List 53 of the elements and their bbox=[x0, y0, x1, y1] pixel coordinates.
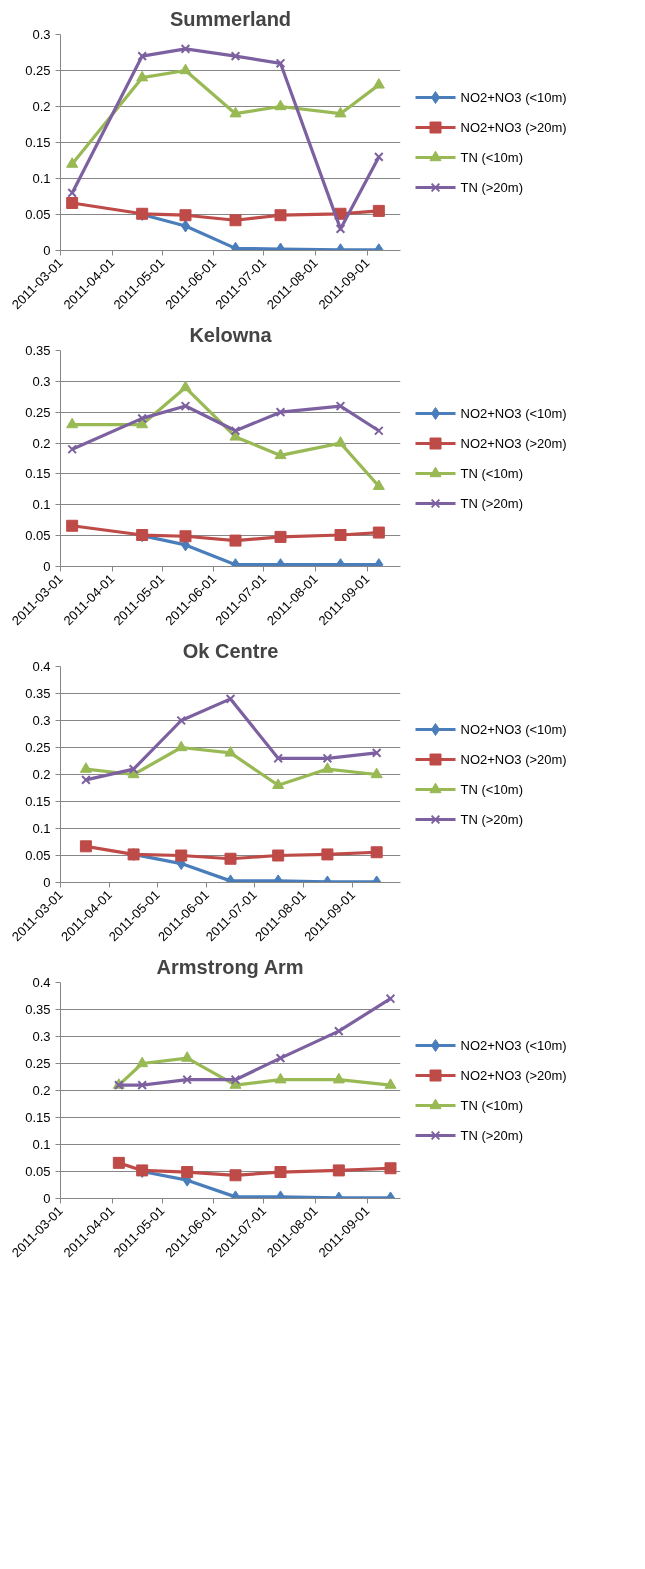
y-tick-label: 0.3 bbox=[32, 1029, 51, 1044]
legend-label: TN (>20m) bbox=[460, 180, 523, 195]
y-tick-label: 0.25 bbox=[25, 1056, 51, 1071]
y-tick-label: 0.4 bbox=[32, 975, 51, 990]
y-tick-label: 0.1 bbox=[32, 497, 51, 513]
y-tick-label: 0.1 bbox=[32, 1137, 51, 1152]
chart-title: Armstrong Arm bbox=[156, 955, 304, 978]
legend-label: NO2+NO3 (<10m) bbox=[460, 1038, 567, 1053]
y-tick-label: 0.25 bbox=[25, 404, 51, 420]
y-tick-label: 0.05 bbox=[25, 207, 51, 222]
legend-label: TN (>20m) bbox=[460, 1128, 523, 1143]
y-tick-label: 0.2 bbox=[32, 99, 51, 114]
chart-title: Kelowna bbox=[189, 323, 273, 346]
y-tick-label: 0.3 bbox=[32, 373, 51, 389]
legend-label: TN (<10m) bbox=[460, 782, 523, 797]
legend-label: NO2+NO3 (>20m) bbox=[460, 1068, 567, 1083]
legend-label: NO2+NO3 (<10m) bbox=[460, 722, 567, 737]
legend-label: TN (>20m) bbox=[460, 812, 523, 827]
legend-label: NO2+NO3 (<10m) bbox=[460, 406, 567, 421]
y-tick-label: 0.25 bbox=[25, 740, 51, 755]
y-tick-label: 0.05 bbox=[25, 1164, 51, 1179]
y-tick-label: 0 bbox=[43, 243, 51, 258]
y-tick-label: 0.25 bbox=[25, 63, 51, 78]
y-tick-label: 0.05 bbox=[25, 528, 51, 544]
y-tick-label: 0.3 bbox=[32, 713, 51, 728]
chart-title: Ok Centre bbox=[182, 639, 279, 662]
legend-label: TN (<10m) bbox=[460, 150, 523, 165]
y-tick-label: 0 bbox=[43, 1191, 51, 1206]
y-tick-label: 0 bbox=[43, 875, 51, 890]
y-tick-label: 0.05 bbox=[25, 848, 51, 863]
y-tick-label: 0.35 bbox=[25, 343, 51, 358]
y-tick-label: 0.2 bbox=[32, 435, 51, 451]
y-tick-label: 0.35 bbox=[25, 1002, 51, 1017]
legend-label: NO2+NO3 (<10m) bbox=[460, 90, 567, 105]
y-tick-label: 0 bbox=[43, 559, 51, 574]
chart-title: Summerland bbox=[169, 7, 292, 30]
y-tick-label: 0.3 bbox=[32, 27, 51, 42]
y-tick-label: 0.15 bbox=[25, 135, 51, 150]
y-tick-label: 0.4 bbox=[32, 659, 51, 674]
y-tick-label: 0.15 bbox=[25, 794, 51, 809]
legend-label: NO2+NO3 (>20m) bbox=[460, 120, 567, 135]
y-tick-label: 0.2 bbox=[32, 1083, 51, 1098]
legend-label: TN (>20m) bbox=[460, 496, 523, 511]
legend-label: NO2+NO3 (>20m) bbox=[460, 752, 567, 767]
y-tick-label: 0.2 bbox=[32, 767, 51, 782]
y-tick-label: 0.15 bbox=[25, 466, 51, 482]
y-tick-label: 0.1 bbox=[32, 171, 51, 186]
legend-label: TN (<10m) bbox=[460, 466, 523, 481]
y-tick-label: 0.35 bbox=[25, 686, 51, 701]
legend-label: TN (<10m) bbox=[460, 1098, 523, 1113]
legend-label: NO2+NO3 (>20m) bbox=[460, 436, 567, 451]
y-tick-label: 0.1 bbox=[32, 821, 51, 836]
y-tick-label: 0.15 bbox=[25, 1110, 51, 1125]
